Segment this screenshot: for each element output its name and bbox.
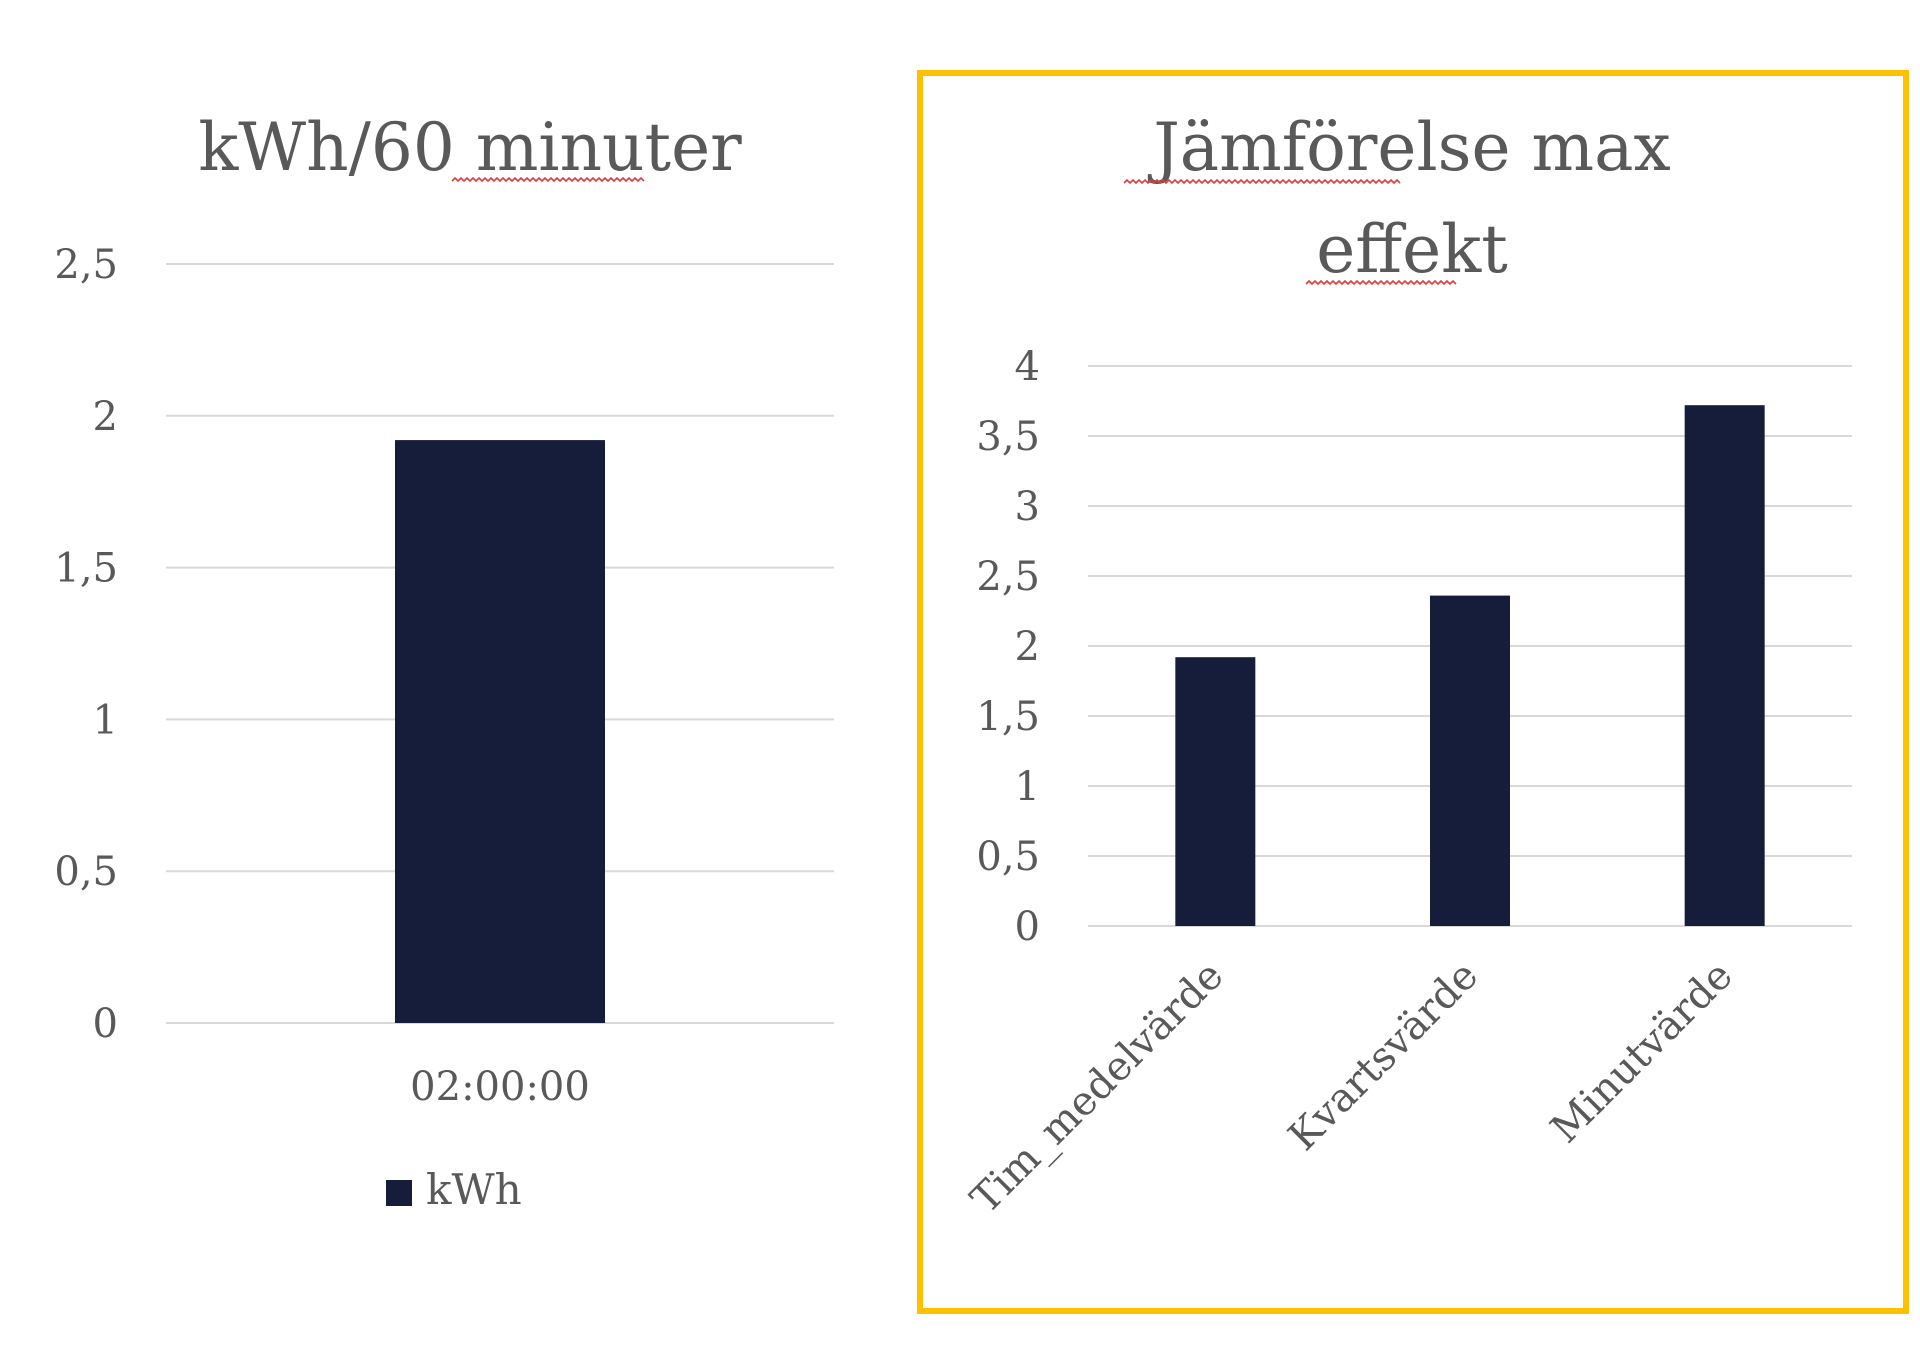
chart2-title-spellcheck-underline-1	[1123, 178, 1401, 185]
chart2-y-tick-label: 2,5	[976, 554, 1040, 600]
chart1-bars	[395, 440, 605, 1023]
chart2-y-tick-label: 1,5	[976, 694, 1040, 740]
chart1-bar	[395, 440, 605, 1023]
chart2-x-tick-label: Minutvärde	[1542, 953, 1742, 1153]
chart2-bar	[1430, 595, 1510, 926]
chart2-y-tick-label: 3	[1015, 484, 1040, 530]
highlight-border	[917, 70, 1909, 1314]
chart-comparison-max-power: 0 0,5 1 1,5 2 2,5 3 3,5 4 Tim_medelvärde Kvartsvä…	[917, 70, 1909, 1314]
chart1-legend: kWh	[386, 1165, 522, 1214]
chart2-y-tick-label: 0	[1015, 904, 1040, 950]
chart-kwh-60-min: 0 0,5 1 1,5 2 2,5 02:00:00 kWh/60 minuter kWh	[54, 109, 834, 1214]
chart1-y-tick-label: 2	[93, 394, 118, 440]
chart1-x-tick-labels: 02:00:00	[410, 1064, 590, 1110]
chart2-y-tick-label: 1	[1015, 764, 1040, 810]
chart1-y-tick-label: 1	[93, 697, 118, 743]
chart2-y-tick-label: 0,5	[976, 834, 1040, 880]
chart1-title: kWh/60 minuter	[198, 109, 742, 186]
chart2-y-tick-labels: 0 0,5 1 1,5 2 2,5 3 3,5 4	[976, 344, 1040, 950]
chart2-title-spellcheck-underline-2	[1305, 279, 1457, 286]
chart2-x-tick-label: Kvartsvärde	[1280, 953, 1487, 1160]
chart2-x-tick-labels: Tim_medelvärde Kvartsvärde Minutvärde	[962, 953, 1741, 1223]
chart1-x-tick-label: 02:00:00	[410, 1064, 590, 1110]
chart2-title-line-2: effekt	[1316, 211, 1508, 288]
chart1-y-tick-label: 2,5	[54, 242, 118, 288]
chart2-bar	[1684, 405, 1765, 926]
chart2-x-tick-label: Tim_medelvärde	[962, 953, 1232, 1223]
chart1-title-spellcheck-underline	[451, 176, 645, 183]
chart1-y-tick-label: 0	[93, 1001, 118, 1047]
chart2-y-tick-label: 4	[1015, 344, 1040, 390]
chart2-y-tick-label: 3,5	[976, 414, 1040, 460]
chart1-y-tick-labels: 0 0,5 1 1,5 2 2,5	[54, 242, 118, 1047]
chart2-title-line-1: Jämförelse max	[1147, 109, 1670, 186]
chart2-bars	[1175, 405, 1765, 926]
chart1-legend-swatch	[386, 1180, 412, 1206]
chart2-y-tick-label: 2	[1015, 624, 1040, 670]
chart1-y-tick-label: 1,5	[54, 546, 118, 592]
chart2-bar	[1175, 657, 1256, 926]
chart1-legend-label: kWh	[426, 1165, 522, 1214]
chart1-y-tick-label: 0,5	[54, 849, 118, 895]
